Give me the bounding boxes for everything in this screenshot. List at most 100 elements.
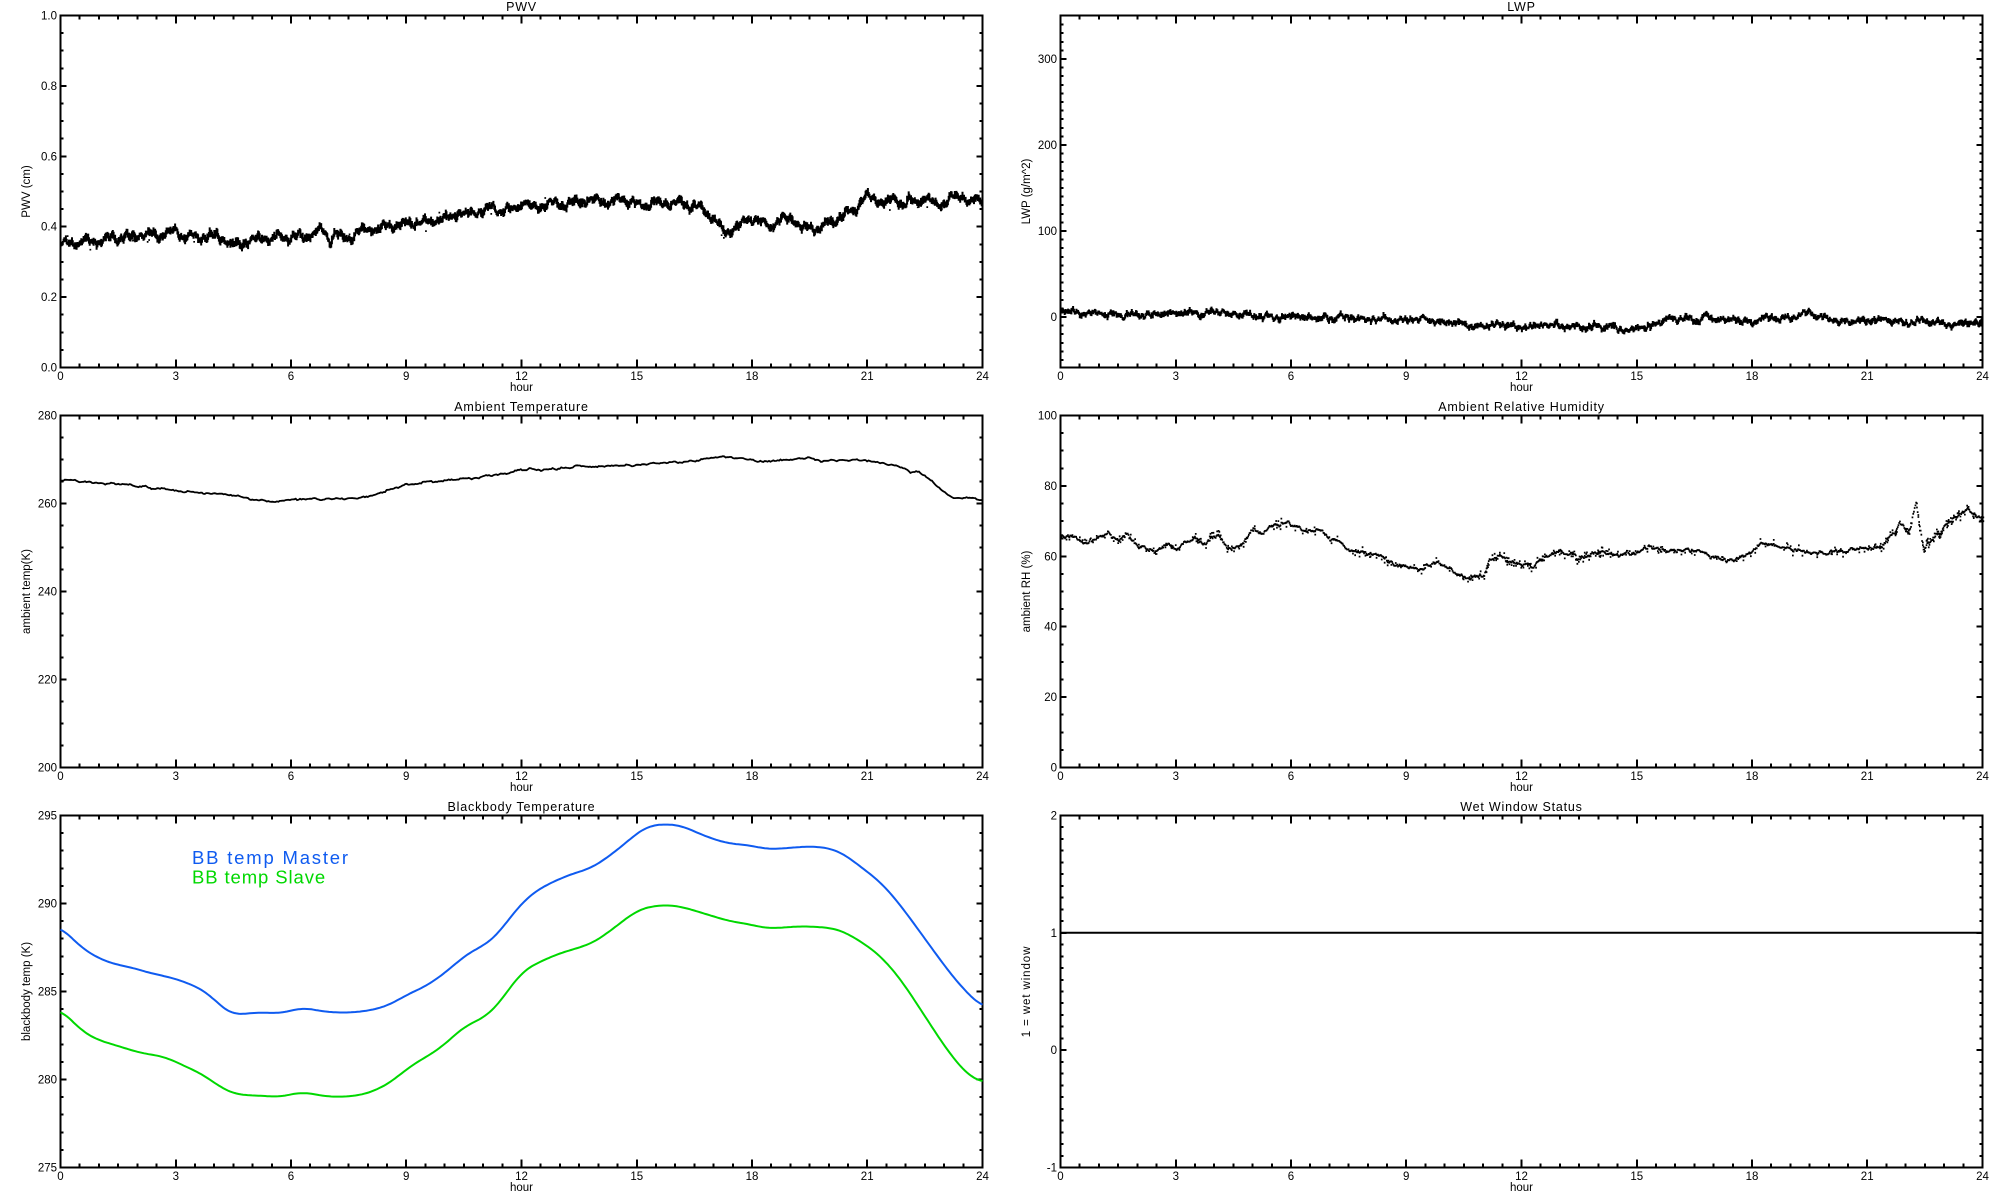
svg-text:9: 9 (1403, 1171, 1409, 1183)
svg-text:6: 6 (288, 371, 294, 383)
svg-text:3: 3 (1173, 1171, 1179, 1183)
svg-text:blackbody temp (K): blackbody temp (K) (21, 942, 33, 1041)
svg-text:18: 18 (746, 771, 759, 783)
svg-text:100: 100 (1038, 411, 1057, 423)
svg-text:6: 6 (1288, 1171, 1294, 1183)
svg-text:hour: hour (1510, 1182, 1533, 1194)
svg-text:15: 15 (630, 771, 643, 783)
svg-text:200: 200 (1038, 140, 1057, 152)
svg-text:18: 18 (1746, 1171, 1759, 1183)
svg-text:15: 15 (1630, 371, 1643, 383)
svg-text:21: 21 (861, 1171, 874, 1183)
svg-text:0: 0 (1057, 771, 1063, 783)
svg-text:24: 24 (1976, 1171, 1989, 1183)
svg-text:2: 2 (1051, 811, 1057, 823)
svg-text:0: 0 (1051, 763, 1057, 775)
svg-text:240: 240 (38, 587, 57, 599)
svg-text:40: 40 (1044, 622, 1057, 634)
svg-text:-1: -1 (1047, 1163, 1057, 1175)
svg-text:275: 275 (38, 1163, 57, 1175)
svg-text:290: 290 (38, 899, 57, 911)
svg-text:ambient RH (%): ambient RH (%) (1021, 550, 1033, 632)
svg-text:285: 285 (38, 987, 57, 999)
svg-text:24: 24 (1976, 371, 1989, 383)
svg-text:hour: hour (510, 382, 533, 394)
svg-text:0: 0 (57, 771, 63, 783)
svg-text:0: 0 (1051, 312, 1057, 324)
svg-text:18: 18 (1746, 371, 1759, 383)
svg-text:20: 20 (1044, 692, 1057, 704)
svg-text:LWP (g/m^2): LWP (g/m^2) (1021, 158, 1033, 224)
svg-text:6: 6 (1288, 771, 1294, 783)
svg-text:12: 12 (515, 771, 528, 783)
svg-text:0: 0 (57, 371, 63, 383)
svg-text:6: 6 (1288, 371, 1294, 383)
svg-text:LWP: LWP (1507, 0, 1536, 14)
svg-text:0.0: 0.0 (41, 363, 57, 375)
svg-text:PWV (cm): PWV (cm) (21, 165, 33, 218)
svg-text:9: 9 (1403, 371, 1409, 383)
svg-text:Ambient Relative Humidity: Ambient Relative Humidity (1438, 400, 1605, 414)
svg-text:0: 0 (1057, 371, 1063, 383)
svg-text:260: 260 (38, 499, 57, 511)
svg-text:15: 15 (630, 371, 643, 383)
svg-text:0.4: 0.4 (41, 222, 58, 234)
svg-text:hour: hour (1510, 782, 1533, 794)
svg-text:0: 0 (1057, 1171, 1063, 1183)
svg-text:9: 9 (403, 771, 409, 783)
svg-text:15: 15 (1630, 1171, 1643, 1183)
svg-text:18: 18 (746, 1171, 759, 1183)
svg-text:1.0: 1.0 (41, 11, 57, 23)
svg-text:18: 18 (746, 371, 759, 383)
svg-text:Wet Window Status: Wet Window Status (1460, 800, 1582, 814)
svg-text:220: 220 (38, 675, 57, 687)
svg-text:1: 1 (1051, 928, 1057, 940)
svg-text:0: 0 (57, 1171, 63, 1183)
svg-text:12: 12 (515, 1171, 528, 1183)
svg-text:21: 21 (1861, 1171, 1874, 1183)
svg-text:hour: hour (510, 1182, 533, 1194)
svg-text:1 = wet window: 1 = wet window (1021, 946, 1033, 1038)
svg-text:0: 0 (1051, 1045, 1057, 1057)
svg-text:0.2: 0.2 (41, 292, 57, 304)
svg-text:3: 3 (173, 371, 179, 383)
svg-text:3: 3 (1173, 371, 1179, 383)
svg-text:100: 100 (1038, 226, 1057, 238)
svg-text:295: 295 (38, 811, 57, 823)
svg-text:6: 6 (288, 1171, 294, 1183)
svg-text:24: 24 (976, 371, 989, 383)
svg-text:18: 18 (1746, 771, 1759, 783)
svg-text:12: 12 (1515, 771, 1528, 783)
svg-text:15: 15 (1630, 771, 1643, 783)
svg-text:21: 21 (1861, 771, 1874, 783)
svg-text:21: 21 (861, 771, 874, 783)
svg-text:24: 24 (1976, 771, 1989, 783)
svg-text:9: 9 (403, 371, 409, 383)
svg-text:24: 24 (976, 771, 989, 783)
svg-text:21: 21 (861, 371, 874, 383)
svg-text:BB temp Master: BB temp Master (192, 847, 350, 868)
svg-text:0.6: 0.6 (41, 151, 57, 163)
svg-text:21: 21 (1861, 371, 1874, 383)
svg-text:hour: hour (1510, 382, 1533, 394)
svg-text:280: 280 (38, 411, 57, 423)
svg-text:15: 15 (630, 1171, 643, 1183)
svg-text:0.8: 0.8 (41, 81, 57, 93)
svg-text:9: 9 (1403, 771, 1409, 783)
svg-text:hour: hour (510, 782, 533, 794)
svg-text:9: 9 (403, 1171, 409, 1183)
svg-text:ambient temp(K): ambient temp(K) (21, 549, 33, 634)
svg-text:24: 24 (976, 1171, 989, 1183)
svg-text:300: 300 (1038, 54, 1057, 66)
svg-text:12: 12 (1515, 1171, 1528, 1183)
svg-text:PWV: PWV (506, 0, 537, 14)
svg-text:12: 12 (515, 371, 528, 383)
svg-text:3: 3 (173, 1171, 179, 1183)
svg-text:80: 80 (1044, 481, 1057, 493)
svg-text:280: 280 (38, 1075, 57, 1087)
svg-text:60: 60 (1044, 551, 1057, 563)
svg-text:6: 6 (288, 771, 294, 783)
svg-text:BB temp Slave: BB temp Slave (192, 867, 326, 888)
svg-text:Blackbody Temperature: Blackbody Temperature (448, 800, 596, 814)
svg-text:3: 3 (173, 771, 179, 783)
